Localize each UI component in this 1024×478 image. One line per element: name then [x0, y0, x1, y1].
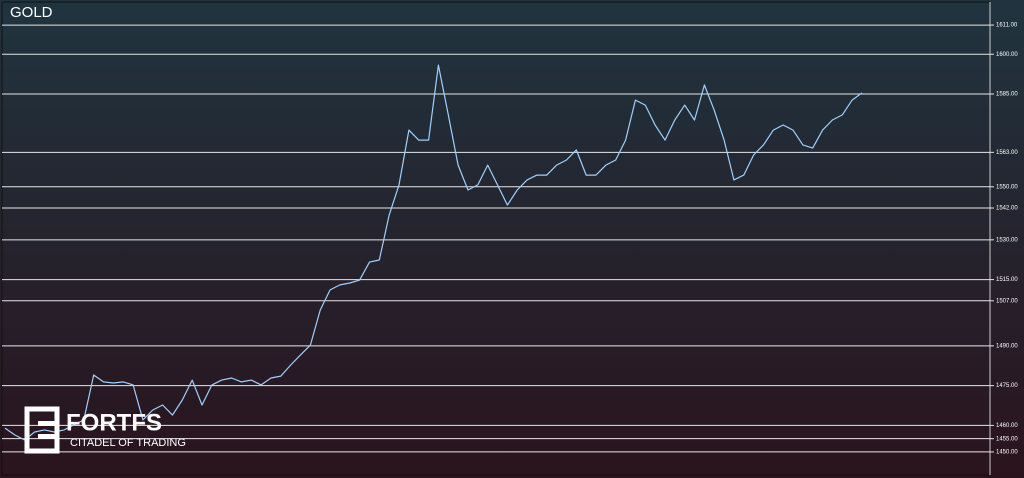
y-tick-label: 1490.00 [996, 343, 1018, 349]
y-tick-label: 1530.00 [996, 237, 1018, 243]
y-tick-label: 1542.00 [996, 206, 1018, 212]
y-tick-label: 1475.00 [996, 383, 1018, 389]
logo: FORTFS CITADEL OF TRADING [24, 406, 186, 454]
y-tick-label: 1455.00 [996, 436, 1018, 442]
logo-icon [24, 406, 60, 454]
y-tick-label: 1515.00 [996, 277, 1018, 283]
y-tick-label: 1550.00 [996, 184, 1018, 190]
logo-name: FORTFS [66, 409, 162, 436]
chart-title: GOLD [10, 4, 53, 21]
y-tick-label: 1611.00 [996, 23, 1018, 29]
y-tick-label: 1585.00 [996, 92, 1018, 98]
y-tick-label: 1450.00 [996, 450, 1018, 456]
logo-icon-bar [38, 421, 57, 426]
logo-icon-bar [38, 434, 57, 439]
y-tick-label: 1507.00 [996, 298, 1018, 304]
logo-tagline: CITADEL OF TRADING [70, 437, 186, 449]
y-tick-label: 1563.00 [996, 150, 1018, 156]
y-tick-label: 1460.00 [996, 423, 1018, 429]
price-line [4, 64, 863, 441]
y-tick-label: 1600.00 [996, 52, 1018, 58]
